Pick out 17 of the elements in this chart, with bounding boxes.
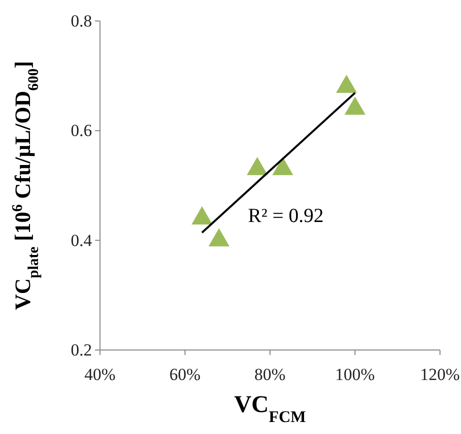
x-tick-label: 40%	[84, 365, 116, 384]
point	[336, 74, 357, 93]
point	[246, 156, 268, 176]
y-tick-label: 0.6	[70, 121, 92, 140]
point	[272, 156, 294, 176]
y-tick-label: 0.4	[70, 230, 92, 250]
x-tick-label: 120%	[420, 365, 460, 384]
x-tick-label: 80%	[254, 365, 286, 384]
x-tick-label: 100%	[335, 365, 375, 384]
annotation: R² = 0.92	[248, 205, 324, 227]
x-tick-label: 60%	[169, 365, 201, 384]
point	[192, 206, 212, 224]
y-tick-label: 0.8	[70, 11, 92, 30]
point	[208, 228, 230, 246]
x-axis-title: VC$_{FCM}$	[234, 392, 306, 426]
y-tick-label: 0.2	[70, 340, 92, 360]
point	[344, 96, 366, 115]
